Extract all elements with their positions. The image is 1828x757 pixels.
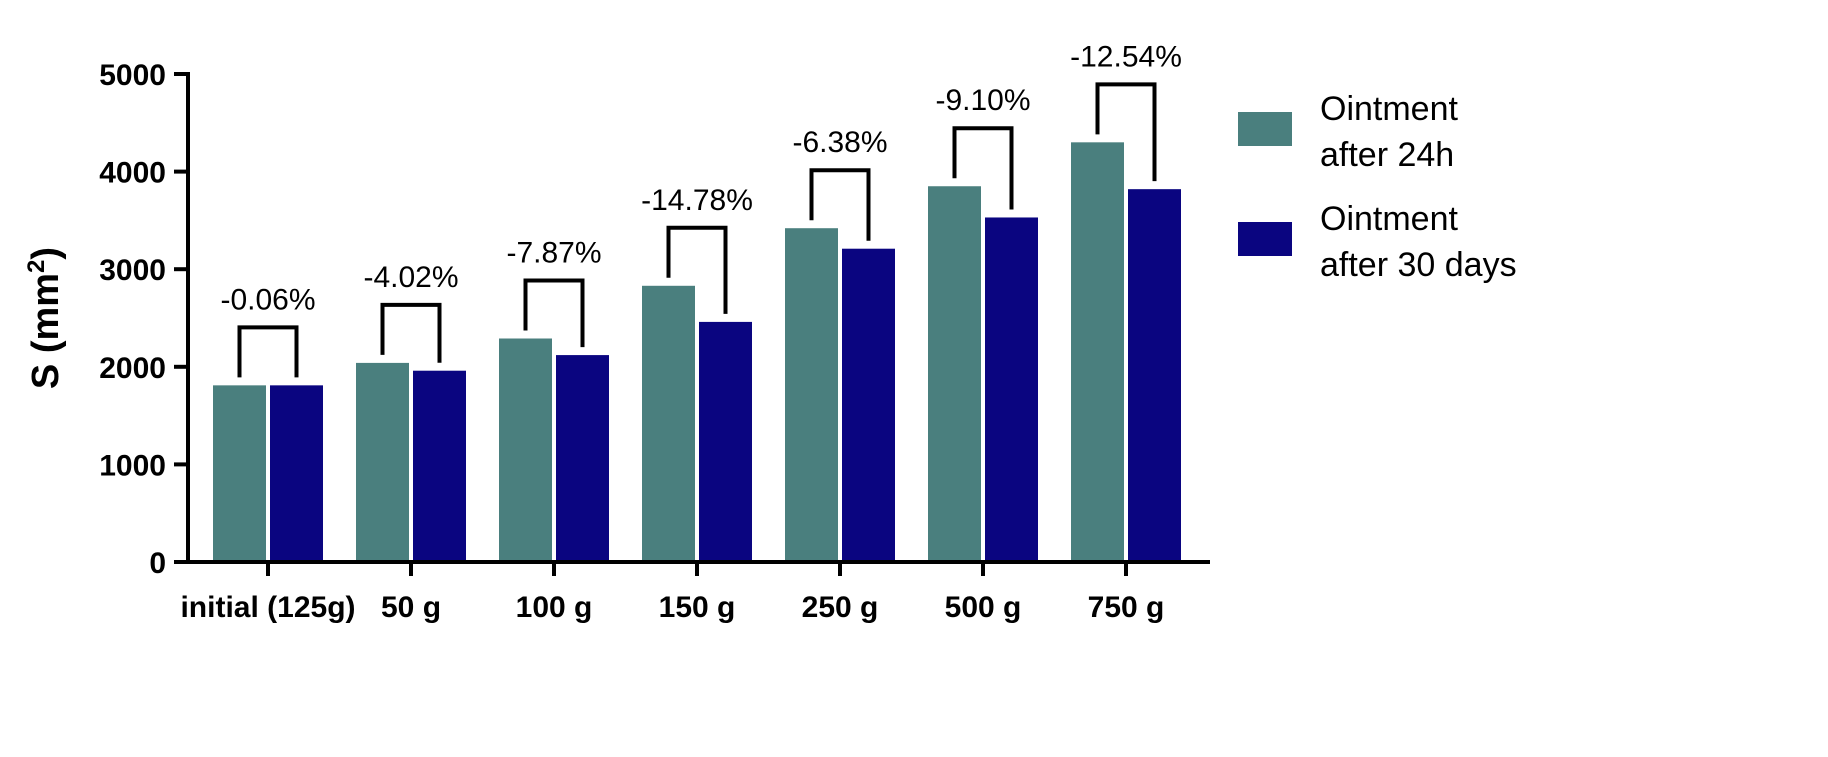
comparison-bracket	[523, 278, 585, 348]
bar-after-30-days	[556, 355, 609, 562]
bar-after-24h	[642, 285, 695, 562]
y-tick-label: 3000	[99, 254, 166, 287]
y-tick-label: 1000	[99, 449, 166, 482]
bars-group	[213, 142, 1181, 563]
comparison-bracket	[1095, 82, 1157, 182]
y-tick-label: 0	[149, 547, 166, 580]
percent-change-label: -12.54%	[1070, 40, 1182, 73]
y-tick-label: 4000	[99, 157, 166, 190]
bar-after-30-days	[1128, 189, 1181, 562]
bar-after-24h	[499, 338, 552, 562]
y-axis-title-superscript: 2	[23, 260, 50, 273]
bar-after-24h	[1071, 142, 1124, 562]
bar-after-30-days	[270, 385, 323, 562]
percent-change-label: -6.38%	[792, 126, 887, 159]
x-tick-label: initial (125g)	[180, 591, 355, 624]
y-axis-title-suffix: )	[25, 247, 67, 260]
legend: Ointment after 24h Ointment after 30 days	[1238, 90, 1517, 284]
y-axis-title: S (mm2)	[23, 247, 67, 389]
percent-change-label: -14.78%	[641, 184, 753, 217]
legend-label: Ointment	[1320, 200, 1458, 238]
bar-after-24h	[928, 186, 981, 563]
bar-after-24h	[356, 362, 409, 562]
legend-swatch	[1238, 112, 1292, 146]
comparison-bracket	[952, 126, 1014, 210]
brackets-group: -0.06% -4.02% -7.87% -14.78% -6.38% -9.10% -12…	[220, 40, 1182, 378]
x-tick-label: 500 g	[945, 591, 1022, 624]
y-tick-label: 5000	[99, 59, 166, 92]
bar-after-30-days	[413, 370, 466, 562]
y-axis-title-text: S (mm	[25, 273, 67, 389]
x-tick-label: 100 g	[516, 591, 593, 624]
x-tick-label: 50 g	[381, 591, 441, 624]
bar-after-30-days	[699, 321, 752, 562]
legend-label: after 30 days	[1320, 246, 1517, 284]
legend-label: after 24h	[1320, 136, 1454, 174]
percent-change-label: -7.87%	[506, 236, 601, 269]
x-tick-label: 750 g	[1088, 591, 1165, 624]
x-tick-label: 150 g	[659, 591, 736, 624]
bar-after-30-days	[842, 248, 895, 563]
legend-label: Ointment	[1320, 90, 1458, 128]
x-ticks-group: initial (125g) 50 g 100 g 150 g 250 g 500 g 75…	[180, 562, 1164, 624]
y-tick-label: 2000	[99, 352, 166, 385]
y-ticks-group: 0 1000 2000 3000 4000 5000	[99, 59, 188, 580]
comparison-bracket	[380, 302, 442, 363]
percent-change-label: -0.06%	[220, 283, 315, 316]
comparison-bracket	[237, 325, 299, 378]
bar-after-24h	[785, 228, 838, 562]
comparison-bracket	[809, 168, 871, 241]
axes-group	[186, 72, 1210, 564]
bar-after-30-days	[985, 217, 1038, 563]
percent-change-label: -9.10%	[935, 84, 1030, 117]
legend-swatch	[1238, 222, 1292, 256]
percent-change-label: -4.02%	[363, 261, 458, 294]
x-tick-label: 250 g	[802, 591, 879, 624]
bar-after-24h	[213, 385, 266, 562]
comparison-bracket	[666, 225, 728, 314]
